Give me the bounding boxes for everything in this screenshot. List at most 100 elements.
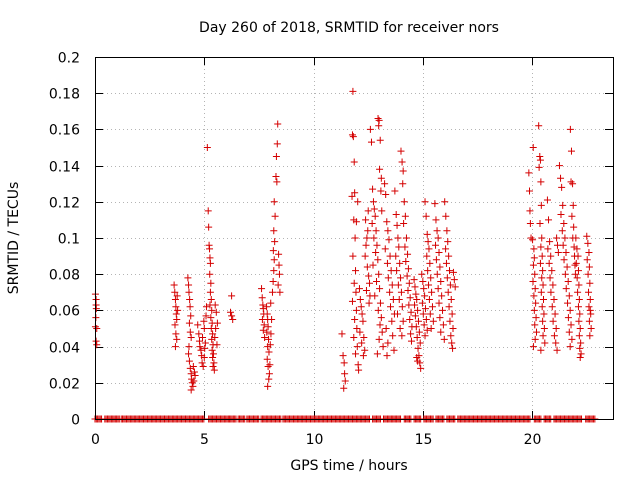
data-point [566, 343, 574, 351]
data-point [539, 296, 547, 304]
data-point [378, 328, 386, 336]
data-point [412, 290, 420, 298]
data-point [451, 283, 459, 291]
data-point [573, 274, 581, 282]
data-point [546, 238, 554, 246]
data-point [369, 185, 377, 193]
data-point [374, 306, 382, 314]
y-tick-label: 0 [71, 413, 80, 429]
data-point [268, 288, 276, 296]
data-point [426, 310, 434, 318]
x-tick-label: 15 [415, 432, 433, 448]
data-point [93, 325, 101, 332]
data-point [173, 315, 181, 323]
data-point [264, 382, 272, 390]
data-point [432, 256, 440, 264]
data-point [352, 350, 360, 358]
data-point [362, 286, 370, 294]
data-point [530, 254, 538, 262]
data-point [212, 308, 220, 316]
data-point [538, 303, 546, 311]
data-point [531, 321, 539, 329]
data-point [401, 212, 409, 220]
data-point [204, 207, 212, 215]
data-point [185, 288, 193, 296]
data-point [539, 267, 547, 275]
data-point [353, 343, 361, 351]
data-point [395, 243, 403, 251]
data-point [548, 303, 556, 311]
data-point [531, 285, 539, 293]
data-point [397, 274, 405, 282]
data-point [271, 212, 279, 220]
data-point [199, 334, 207, 342]
data-point [419, 310, 427, 318]
data-point [583, 256, 591, 264]
data-point [411, 301, 419, 309]
data-point [265, 370, 273, 378]
data-point [586, 332, 594, 340]
data-point [539, 332, 547, 340]
data-point [448, 339, 456, 347]
data-point [557, 210, 565, 218]
data-point [354, 198, 362, 206]
data-point [541, 339, 549, 347]
data-point [395, 296, 403, 304]
plot-frame [95, 57, 614, 420]
data-point [393, 310, 401, 318]
data-point [398, 303, 406, 311]
data-point [574, 252, 582, 260]
data-point [199, 363, 207, 371]
data-point [560, 256, 568, 264]
data-point [172, 303, 180, 311]
data-point [576, 344, 584, 352]
data-point [174, 306, 182, 314]
data-point [260, 321, 268, 329]
data-point [349, 252, 357, 260]
x-tick-label: 10 [306, 432, 324, 448]
data-point [383, 259, 391, 267]
data-point [438, 292, 446, 300]
data-point [585, 248, 593, 256]
data-point [376, 321, 384, 329]
data-point [538, 234, 546, 242]
data-point [449, 344, 457, 352]
data-point [341, 370, 349, 378]
data-point [396, 259, 404, 267]
data-point [425, 296, 433, 304]
data-point [553, 346, 561, 354]
data-point [423, 326, 431, 334]
data-point [389, 296, 397, 304]
data-point [403, 272, 411, 280]
data-point [568, 335, 576, 343]
data-point [373, 277, 381, 285]
data-point [554, 248, 562, 256]
data-point [423, 252, 431, 260]
y-tick-label: 0.18 [49, 87, 80, 103]
data-point [376, 299, 384, 307]
data-point [422, 315, 430, 323]
data-point [381, 180, 389, 188]
data-point [273, 178, 281, 186]
data-point [196, 343, 204, 351]
data-point [340, 359, 348, 367]
data-point [547, 252, 555, 260]
data-point [364, 207, 372, 215]
data-point [571, 261, 579, 269]
data-point [171, 296, 179, 304]
data-point [414, 317, 422, 325]
data-point [364, 227, 372, 235]
data-point [531, 335, 539, 343]
data-point [418, 270, 426, 278]
data-point [274, 281, 282, 289]
y-tick-label: 0.16 [49, 123, 80, 139]
data-point [449, 325, 457, 332]
data-point [271, 238, 279, 246]
data-point [399, 180, 407, 188]
data-point [385, 236, 393, 244]
data-point [361, 346, 369, 354]
data-point [270, 267, 278, 275]
data-point [529, 236, 537, 244]
data-point [382, 325, 390, 332]
data-point [377, 174, 385, 182]
